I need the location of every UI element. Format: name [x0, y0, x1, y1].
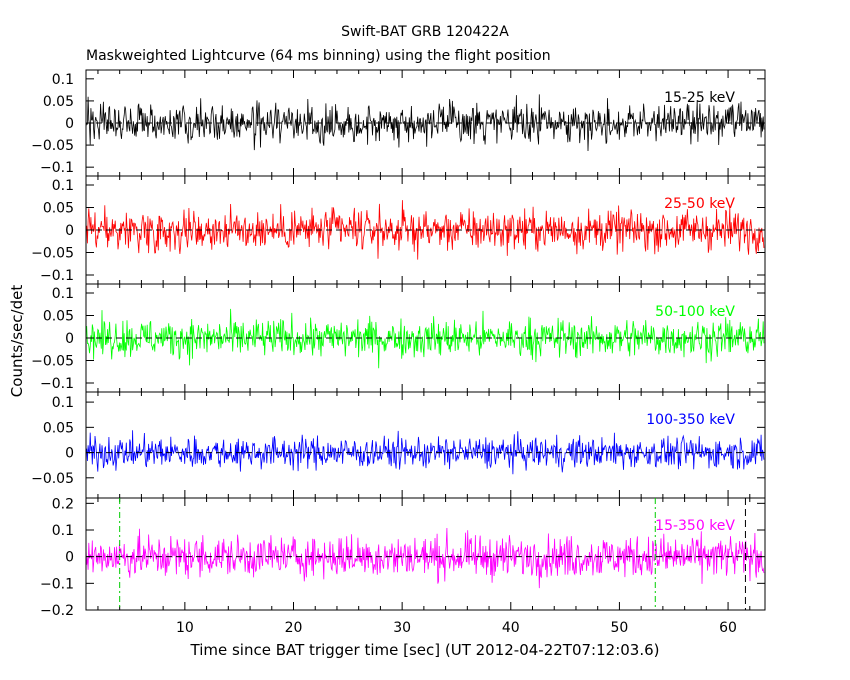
y-tick-label-4-1: −0.1	[40, 576, 74, 592]
y-tick-label-0-4: 0.1	[52, 72, 74, 88]
y-tick-label-4-0: −0.2	[40, 603, 74, 619]
y-tick-label-2-2: 0	[65, 331, 74, 347]
y-tick-label-1-2: 0	[65, 223, 74, 239]
panel-0: −0.1 −0.05 0 0.05 0.1 15-25 keV	[31, 69, 766, 177]
y-tick-label-2-0: −0.1	[40, 376, 74, 392]
y-tick-label-3-1: 0	[65, 446, 74, 462]
y-tick-label-3-2: 0.05	[43, 420, 74, 436]
y-tick-label-1-1: −0.05	[31, 246, 74, 262]
y-tick-label-0-3: 0.05	[43, 94, 74, 110]
y-tick-label-2-4: 0.1	[52, 286, 74, 302]
y-tick-label-0-1: −0.05	[31, 138, 74, 154]
y-tick-label-2-1: −0.05	[31, 354, 74, 370]
lightcurve-3	[86, 430, 765, 475]
panel-3: −0.05 0 0.05 0.1 100-350 keV	[31, 391, 766, 499]
band-label-2: 50-100 keV	[655, 304, 735, 320]
x-axis-title: Time since BAT trigger time [sec] (UT 20…	[190, 641, 660, 659]
y-tick-label-1-3: 0.05	[43, 201, 74, 217]
x-tick-label-2: 30	[393, 620, 411, 636]
lightcurve-2	[86, 308, 765, 369]
x-tick-label-1: 20	[285, 620, 303, 636]
band-label-3: 100-350 keV	[646, 412, 735, 428]
y-tick-label-0-0: −0.1	[40, 160, 74, 176]
panel-1: −0.1 −0.05 0 0.05 0.1 25-50 keV	[31, 175, 766, 285]
x-tick-label-3: 40	[502, 620, 520, 636]
band-label-4: 15-350 keV	[655, 518, 735, 534]
panel-stack: −0.1 −0.05 0 0.05 0.1 15-25 keV −0.1 −0.05 0 0.05…	[31, 69, 766, 636]
y-tick-label-3-3: 0.1	[52, 395, 74, 411]
y-tick-label-4-3: 0.1	[52, 523, 74, 539]
panel-frame-4	[85, 497, 766, 611]
y-tick-label-3-0: −0.05	[31, 471, 74, 487]
y-tick-label-1-4: 0.1	[52, 178, 74, 194]
chart-subtitle: Maskweighted Lightcurve (64 ms binning) …	[86, 48, 551, 64]
band-label-0: 15-25 keV	[664, 90, 735, 106]
lightcurve-4	[86, 527, 765, 589]
y-tick-label-0-2: 0	[65, 116, 74, 132]
panel-2: −0.1 −0.05 0 0.05 0.1 50-100 keV	[31, 283, 766, 393]
y-tick-label-4-4: 0.2	[52, 496, 74, 512]
lightcurve-0	[86, 94, 765, 152]
y-axis-title: Counts/sec/det	[8, 285, 26, 398]
y-tick-label-2-3: 0.05	[43, 309, 74, 325]
band-label-1: 25-50 keV	[664, 196, 735, 212]
y-tick-label-1-0: −0.1	[40, 268, 74, 284]
x-tick-label-5: 60	[719, 620, 737, 636]
x-tick-label-4: 50	[611, 620, 629, 636]
x-tick-label-0: 10	[176, 620, 194, 636]
y-tick-label-4-2: 0	[65, 550, 74, 566]
panel-4: −0.2 −0.1 0 0.1 0.2 15-350 keV	[40, 496, 766, 619]
chart-title: Swift-BAT GRB 120422A	[341, 24, 509, 40]
